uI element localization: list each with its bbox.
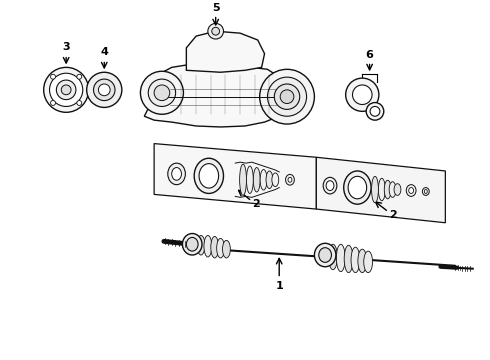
Ellipse shape <box>364 251 372 273</box>
Ellipse shape <box>222 240 230 258</box>
Polygon shape <box>317 157 445 223</box>
Circle shape <box>94 79 115 100</box>
Ellipse shape <box>406 185 416 196</box>
Ellipse shape <box>211 237 219 258</box>
Ellipse shape <box>378 178 385 201</box>
Ellipse shape <box>168 163 185 185</box>
Ellipse shape <box>422 188 429 195</box>
Circle shape <box>50 100 55 105</box>
Circle shape <box>208 23 223 39</box>
Ellipse shape <box>286 174 294 185</box>
Ellipse shape <box>326 181 334 190</box>
Circle shape <box>154 85 170 100</box>
Ellipse shape <box>323 177 337 194</box>
Circle shape <box>212 27 220 35</box>
Text: 5: 5 <box>212 3 220 13</box>
Ellipse shape <box>384 180 391 199</box>
Circle shape <box>274 84 300 109</box>
Circle shape <box>77 100 82 105</box>
Circle shape <box>268 77 307 116</box>
Circle shape <box>370 107 380 116</box>
Ellipse shape <box>329 244 337 270</box>
Text: 1: 1 <box>275 282 283 291</box>
Ellipse shape <box>351 247 360 273</box>
Text: 3: 3 <box>62 42 70 52</box>
Ellipse shape <box>344 245 353 273</box>
Circle shape <box>44 67 89 112</box>
Circle shape <box>260 69 315 124</box>
Ellipse shape <box>348 176 367 199</box>
Ellipse shape <box>424 189 427 193</box>
Circle shape <box>50 74 55 79</box>
Circle shape <box>352 85 372 104</box>
Circle shape <box>87 72 122 107</box>
Ellipse shape <box>371 176 378 203</box>
Circle shape <box>345 78 379 111</box>
Polygon shape <box>186 31 265 72</box>
Ellipse shape <box>246 166 253 193</box>
Polygon shape <box>145 63 289 127</box>
Ellipse shape <box>266 171 273 189</box>
Text: 6: 6 <box>366 50 373 59</box>
Ellipse shape <box>319 248 332 262</box>
Ellipse shape <box>288 177 292 182</box>
Ellipse shape <box>358 249 367 273</box>
Ellipse shape <box>199 164 219 188</box>
Ellipse shape <box>204 235 212 257</box>
Circle shape <box>366 103 384 120</box>
Ellipse shape <box>315 243 336 267</box>
Ellipse shape <box>197 235 205 255</box>
Circle shape <box>77 74 82 79</box>
Ellipse shape <box>253 167 260 192</box>
Text: 2: 2 <box>252 199 260 209</box>
Ellipse shape <box>409 188 414 193</box>
Ellipse shape <box>260 170 267 190</box>
Circle shape <box>49 73 83 107</box>
Ellipse shape <box>389 182 396 197</box>
Text: 2: 2 <box>389 210 396 220</box>
Circle shape <box>148 79 175 107</box>
Ellipse shape <box>172 167 181 180</box>
Ellipse shape <box>186 238 198 251</box>
Circle shape <box>61 85 71 95</box>
Ellipse shape <box>394 184 401 195</box>
Circle shape <box>56 80 76 100</box>
Circle shape <box>280 90 294 104</box>
Ellipse shape <box>182 234 202 255</box>
Ellipse shape <box>343 171 371 204</box>
Ellipse shape <box>336 244 345 272</box>
Ellipse shape <box>272 173 279 186</box>
Ellipse shape <box>194 158 223 193</box>
Circle shape <box>98 84 110 96</box>
Text: 4: 4 <box>100 46 108 57</box>
Ellipse shape <box>240 164 246 195</box>
Circle shape <box>141 71 183 114</box>
Polygon shape <box>154 144 317 209</box>
Ellipse shape <box>217 238 224 258</box>
